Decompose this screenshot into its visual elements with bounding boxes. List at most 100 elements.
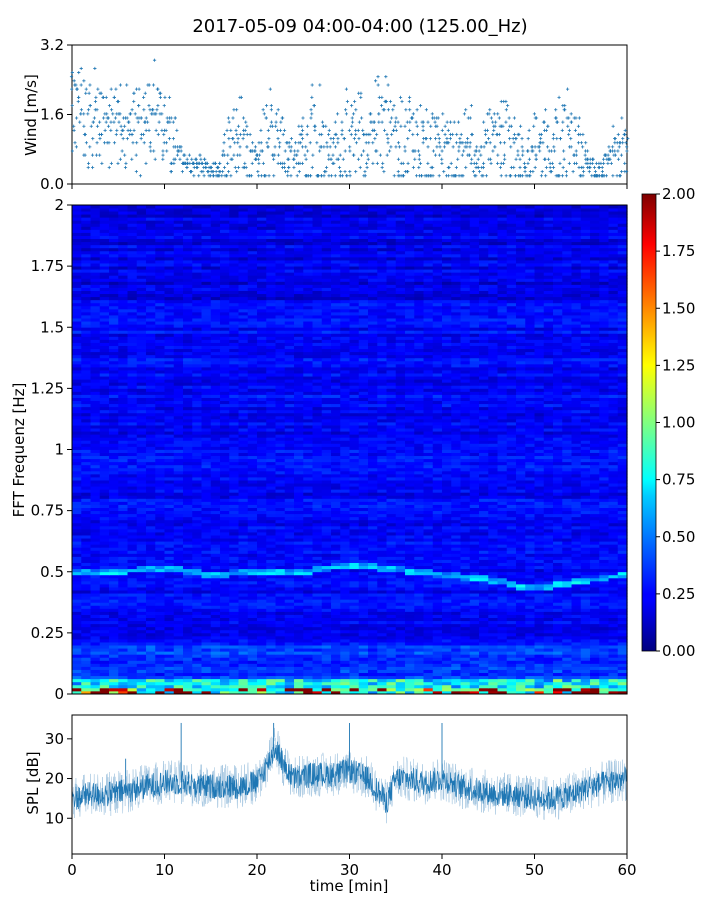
spectrogram-cell [340,635,351,640]
spectrogram-cell [580,681,591,686]
spectrogram-cell [553,583,563,588]
spectrogram-cell [590,516,600,521]
spectrogram-cell [99,654,110,658]
spectrogram-cell [303,654,314,658]
spectrogram-cell [451,635,462,640]
spectrogram-cell [183,626,193,631]
spectrogram-cell [164,513,175,518]
wind-point [462,149,466,153]
spectrogram-cell [442,663,452,667]
spectrogram-cell [349,608,360,612]
spectrogram-cell [617,510,628,515]
wind-point [293,149,297,153]
spectrogram-cell [506,507,517,512]
spectrogram-cell [358,635,369,640]
spectrogram-cell [506,525,517,530]
spectrogram-cell [229,596,240,600]
spectrogram-cell [72,599,82,603]
spectrogram-cell [386,638,397,643]
spectrogram-cell [479,684,489,689]
wind-point [403,149,407,153]
spectrogram-cell [303,587,314,591]
spectrogram-cell [257,590,267,594]
spectrogram-cell [81,525,92,530]
spectrogram-cell [247,617,258,622]
spectrogram-cell [451,672,462,677]
spectrogram-cell [118,629,129,634]
spectrogram-cell [109,596,119,600]
wind-point [100,161,104,165]
wind-point [176,149,180,153]
spectrogram-cell [617,553,628,557]
spectrogram-cell [349,559,360,563]
spectrogram-cell [377,522,388,527]
spectrogram-cell [525,614,536,618]
spectrogram-cell [460,620,471,625]
spectrogram-cell [506,556,517,560]
spectrogram-cell [275,550,286,554]
spectrogram-cell [303,538,314,542]
spectrogram-cell [358,587,369,591]
spectrogram-cell [516,623,526,628]
wind-point [424,137,429,141]
spectrogram-cell [571,663,582,667]
spectrogram-cell [553,642,563,646]
spectrogram-cell [534,501,545,505]
spectrogram-cell [599,547,610,551]
spectrogram-cell [571,599,582,603]
spectrogram-cell [377,660,388,664]
spectrogram-cell [386,672,397,677]
spectrogram-cell [358,675,369,680]
spectrogram-cell [617,672,628,677]
spectrogram-cell [553,510,563,515]
spectrogram-cell [442,535,452,539]
spectrogram-cell [109,571,119,576]
wind-point [143,91,147,95]
wind-point [538,149,542,153]
spectrogram-cell [99,547,110,551]
spectrogram-cell [543,513,554,518]
spectrogram-cell [294,593,304,597]
wind-point [457,149,461,153]
spectrogram-cell [386,587,397,591]
spectrogram-cell [368,528,378,533]
wind-point [574,116,578,120]
spectrogram-cell [164,605,175,609]
spectrogram-cell [247,562,258,567]
spectrogram-cell [580,577,591,582]
spectrogram-cell [72,675,82,680]
spectrogram-cell [229,544,240,548]
spectrogram-cell [599,596,610,600]
spectrogram-cell [442,632,452,637]
spectrogram-cell [173,675,184,680]
spectrogram-cell [118,638,129,643]
spectrogram-cell [562,663,573,667]
wind-point [161,149,165,153]
wind-point [79,108,84,112]
spectrogram-cell [247,550,258,554]
spectrogram-cell [460,535,471,539]
spectrogram-cell [109,684,119,689]
wind-point [543,157,547,161]
spectrogram-cell [469,660,480,664]
wind-point [479,153,483,157]
spectrogram-cell [469,516,480,521]
spectrogram-cell [72,571,82,576]
spectrogram-cell [81,675,92,680]
spectrogram-cell [173,599,184,603]
spectrogram-cell [81,577,92,582]
wind-point [292,165,296,170]
spectrogram-cell [220,504,230,508]
spectrogram-cell [460,611,471,615]
spectrogram-cell [210,596,221,600]
wind-point [269,103,273,108]
wind-point [156,103,160,108]
spectrogram-cell [553,675,563,680]
spectrogram-cell [405,507,415,512]
spectrogram-cell [136,684,147,689]
wind-point [166,120,170,124]
spectrogram-cell [469,638,480,643]
wind-point [139,137,143,141]
spectrogram-cell [608,617,619,622]
spectrogram-cell [562,626,573,631]
